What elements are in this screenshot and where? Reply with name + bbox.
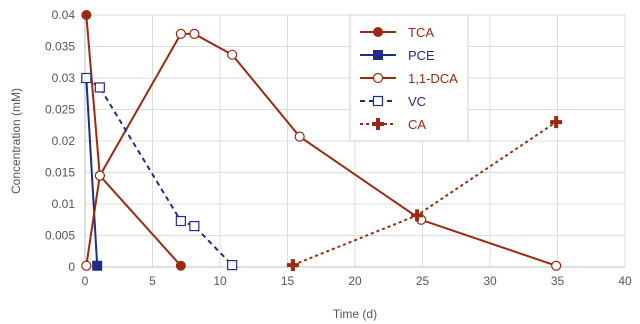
data-point-1-1-dca	[81, 260, 92, 271]
x-tick-label: 15	[281, 274, 295, 288]
data-point-ca	[286, 259, 299, 272]
x-tick-label: 20	[348, 274, 362, 288]
data-point-vc	[81, 72, 92, 84]
legend-marker-1-1-dca	[372, 72, 384, 84]
y-tick-label: 0.03	[52, 71, 76, 85]
data-point-tca	[81, 10, 92, 20]
legend-marker-ca	[372, 118, 384, 130]
y-axis-label: Concentration (mM)	[9, 88, 23, 194]
x-tick-label: 30	[483, 274, 497, 288]
legend-item-ca: CA	[360, 117, 426, 132]
y-tick-label: 0	[68, 260, 75, 274]
series-line-tca	[85, 14, 182, 267]
data-point-1-1-dca	[189, 28, 200, 40]
y-tick-label: 0.02	[52, 134, 76, 148]
legend-marker-pce	[373, 50, 383, 60]
x-tick-label: 25	[416, 274, 430, 288]
data-point-1-1-dca	[227, 49, 238, 60]
data-point-tca	[175, 260, 186, 271]
legend-item-vc: VC	[360, 94, 426, 109]
y-tick-label: 0.025	[45, 103, 75, 117]
x-tick-label: 0	[82, 274, 89, 288]
legend-label-pce: PCE	[408, 48, 435, 63]
legend-marker-vc	[372, 95, 384, 107]
legend-item-tca: TCA	[360, 25, 434, 40]
x-tick-label: 40	[618, 274, 632, 288]
y-tick-label: 0.035	[45, 40, 75, 54]
data-point-vc	[175, 215, 186, 227]
legend-label-1-1-dca: 1,1-DCA	[408, 71, 458, 86]
data-point-vc	[94, 82, 105, 93]
data-point-1-1-dca	[94, 170, 105, 181]
data-point-ca	[550, 116, 563, 129]
series-line-pce	[85, 77, 99, 266]
series-line-vc	[85, 77, 233, 266]
series-line-ca	[292, 121, 557, 267]
y-tick-label: 0.04	[52, 8, 76, 22]
legend-item-1-1-dca: 1,1-DCA	[360, 71, 458, 86]
y-tick-label: 0.005	[45, 229, 75, 243]
x-tick-label: 10	[213, 274, 227, 288]
x-axis-label: Time (d)	[333, 307, 377, 321]
legend-marker-tca	[373, 27, 383, 37]
y-tick-label: 0.015	[45, 166, 75, 180]
data-point-ca	[411, 209, 424, 222]
y-tick-label: 0.01	[52, 197, 76, 211]
legend-label-ca: CA	[408, 117, 426, 132]
data-point-vc	[227, 260, 238, 271]
axes	[84, 15, 625, 268]
x-tick-label: 35	[551, 274, 565, 288]
legend-item-pce: PCE	[360, 48, 435, 63]
data-point-1-1-dca	[551, 260, 562, 271]
legend: TCA PCE 1,1-DCA VC CA	[349, 14, 469, 142]
x-tick-label: 5	[149, 274, 156, 288]
legend-label-vc: VC	[408, 94, 426, 109]
data-point-pce	[92, 260, 103, 271]
data-point-1-1-dca	[175, 28, 186, 40]
series-line-1-1-dca	[85, 32, 557, 267]
plot-area	[81, 10, 563, 272]
tick-labels: 0 5 10 15 20 25 30 35 40 0 0.005 0.01 0.015 0.02 0.025…	[45, 8, 632, 288]
data-point-vc	[189, 220, 200, 232]
legend-label-tca: TCA	[408, 25, 434, 40]
data-point-1-1-dca	[294, 131, 305, 142]
